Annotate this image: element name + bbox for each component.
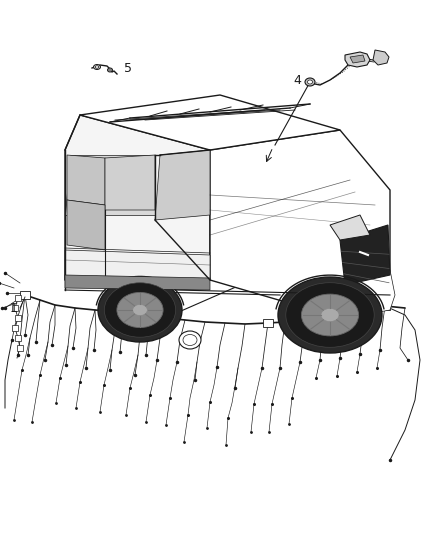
Ellipse shape bbox=[104, 283, 176, 337]
Ellipse shape bbox=[321, 309, 339, 321]
Ellipse shape bbox=[305, 78, 315, 86]
Polygon shape bbox=[373, 50, 389, 65]
Ellipse shape bbox=[133, 304, 147, 316]
Text: 4: 4 bbox=[293, 74, 301, 86]
Polygon shape bbox=[65, 250, 210, 280]
Ellipse shape bbox=[307, 80, 312, 84]
Bar bbox=[12, 305, 18, 311]
Polygon shape bbox=[67, 200, 105, 250]
Bar bbox=[17, 345, 23, 351]
Polygon shape bbox=[105, 155, 155, 210]
Bar bbox=[20, 291, 30, 299]
Polygon shape bbox=[345, 52, 370, 67]
Polygon shape bbox=[67, 155, 105, 205]
Ellipse shape bbox=[98, 278, 182, 342]
Ellipse shape bbox=[93, 64, 100, 69]
Bar bbox=[160, 314, 170, 322]
Ellipse shape bbox=[301, 294, 359, 336]
Bar bbox=[380, 302, 390, 310]
Bar bbox=[263, 319, 273, 327]
Ellipse shape bbox=[95, 66, 99, 68]
Ellipse shape bbox=[109, 69, 111, 71]
Polygon shape bbox=[350, 55, 365, 63]
Ellipse shape bbox=[117, 293, 163, 328]
Ellipse shape bbox=[107, 68, 113, 72]
Ellipse shape bbox=[286, 282, 374, 348]
Bar bbox=[15, 315, 21, 321]
Text: 5: 5 bbox=[124, 62, 132, 76]
Polygon shape bbox=[315, 270, 395, 320]
Text: 1: 1 bbox=[10, 302, 18, 314]
Polygon shape bbox=[325, 280, 353, 296]
Ellipse shape bbox=[183, 335, 197, 345]
Ellipse shape bbox=[179, 331, 201, 349]
Bar bbox=[15, 335, 21, 341]
Polygon shape bbox=[65, 115, 210, 295]
Ellipse shape bbox=[278, 277, 382, 353]
Polygon shape bbox=[65, 155, 155, 215]
Polygon shape bbox=[210, 130, 390, 315]
Polygon shape bbox=[330, 215, 370, 240]
Polygon shape bbox=[340, 225, 390, 285]
Polygon shape bbox=[65, 275, 210, 290]
Polygon shape bbox=[155, 150, 210, 220]
Bar bbox=[15, 295, 21, 301]
Polygon shape bbox=[80, 95, 340, 150]
Bar bbox=[12, 325, 18, 331]
